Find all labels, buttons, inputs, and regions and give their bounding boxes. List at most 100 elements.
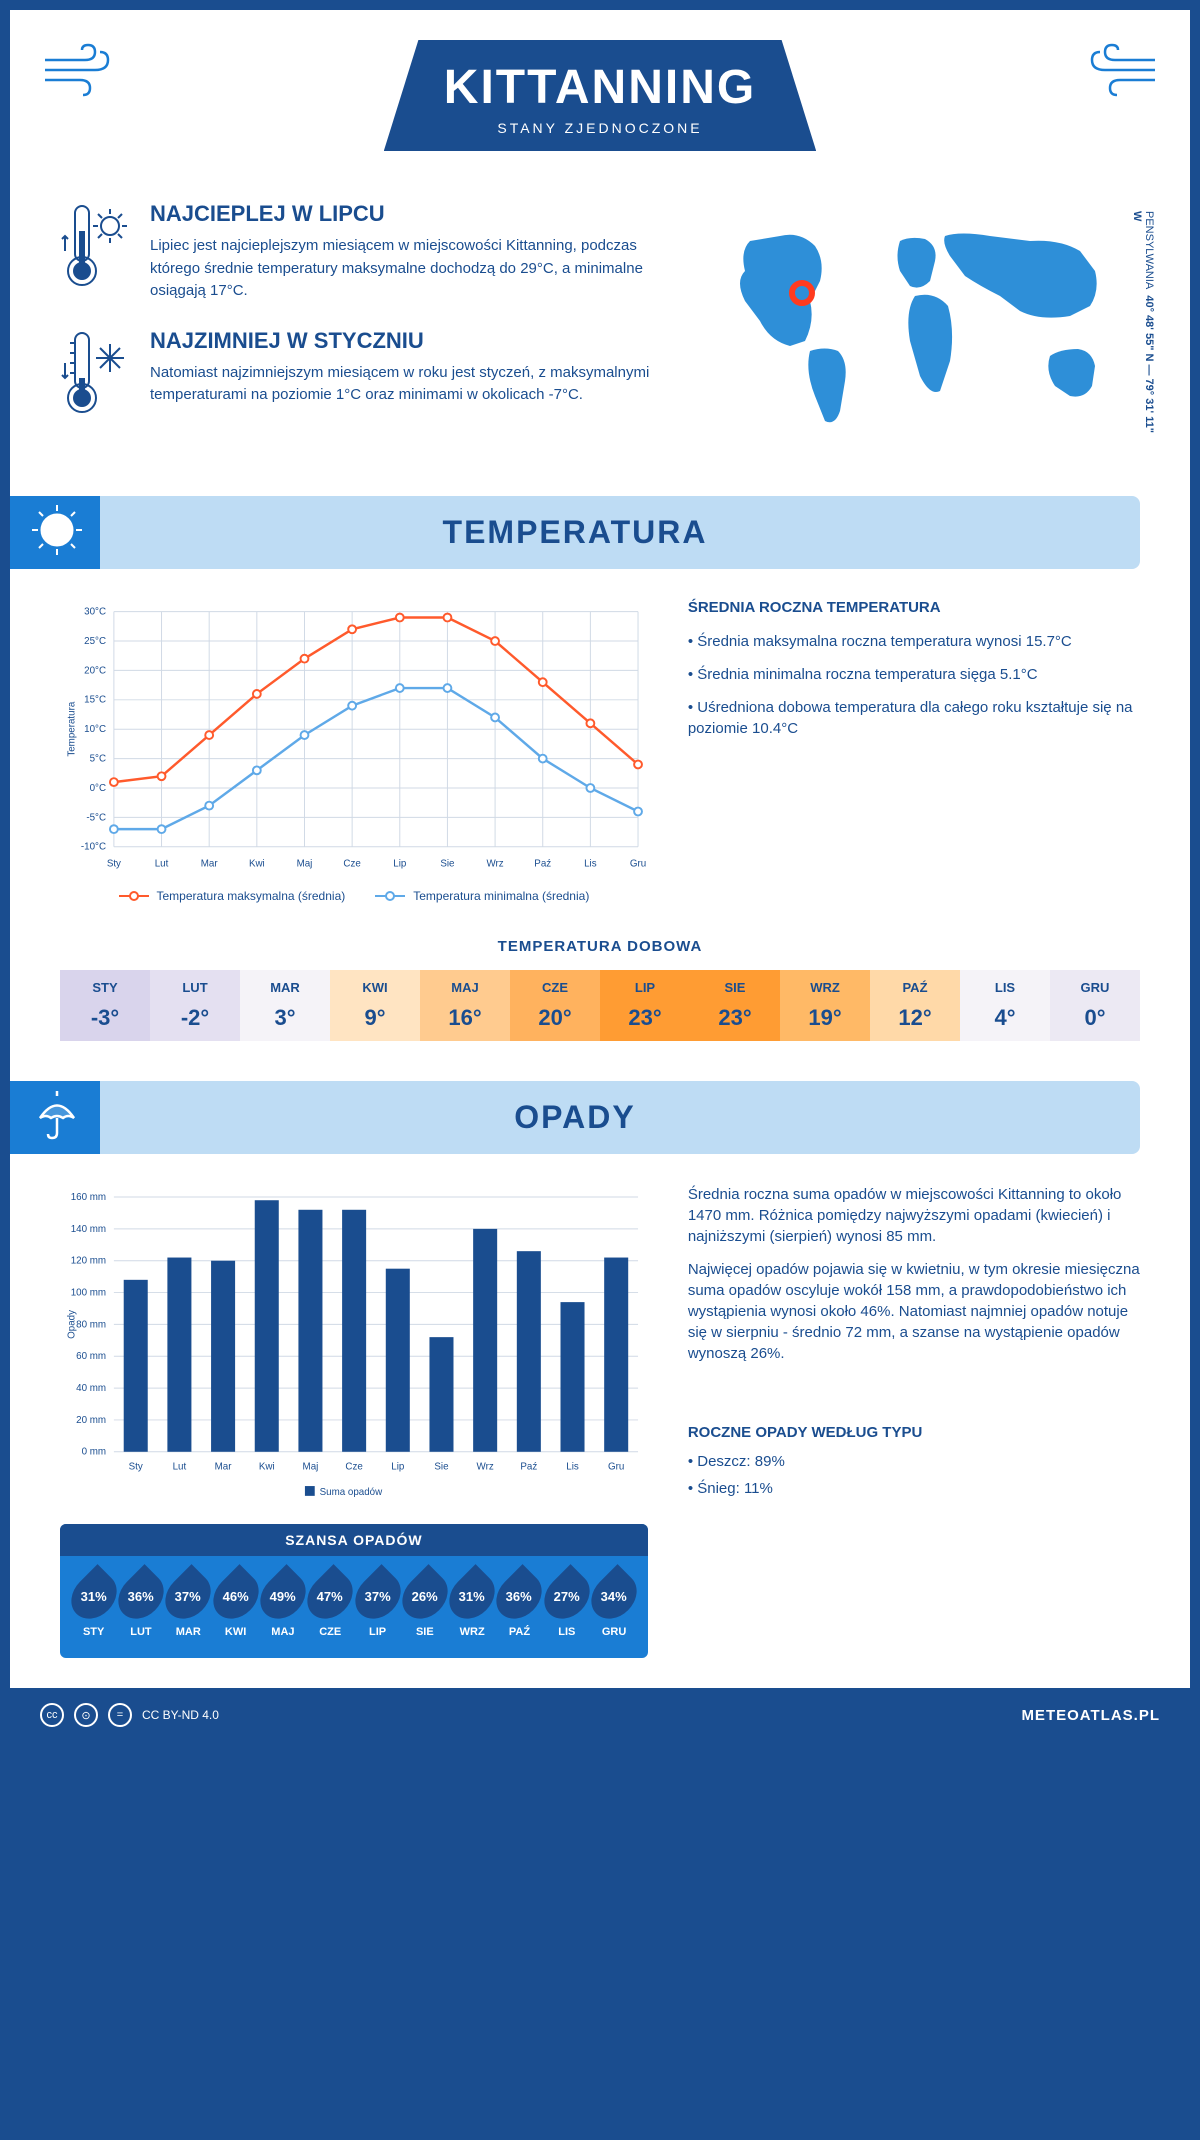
- svg-text:30°C: 30°C: [84, 607, 106, 618]
- country-subtitle: STANY ZJEDNOCZONE: [444, 120, 756, 136]
- thermometer-hot-icon: [60, 201, 130, 291]
- precip-type-item: • Śnieg: 11%: [688, 1478, 1140, 1499]
- chance-cell: 31%WRZ: [449, 1571, 496, 1638]
- svg-text:Paź: Paź: [520, 1461, 537, 1472]
- precip-title: OPADY: [10, 1099, 1140, 1136]
- daily-temp-cell: PAŹ12°: [870, 970, 960, 1041]
- footer: cc ⊙ = CC BY-ND 4.0 METEOATLAS.PL: [10, 1688, 1190, 1742]
- coldest-text: Natomiast najzimniejszym miesiącem w rok…: [150, 362, 680, 407]
- svg-text:15°C: 15°C: [84, 695, 106, 706]
- svg-text:Lip: Lip: [391, 1461, 405, 1472]
- daily-temp-cell: LIS4°: [960, 970, 1050, 1041]
- svg-text:Lis: Lis: [566, 1461, 579, 1472]
- precip-section-header: OPADY: [10, 1081, 1140, 1154]
- nd-icon: =: [108, 1703, 132, 1727]
- svg-text:Wrz: Wrz: [477, 1461, 494, 1472]
- daily-temp-table: STY-3°LUT-2°MAR3°KWI9°MAJ16°CZE20°LIP23°…: [60, 970, 1140, 1041]
- temp-info-title: ŚREDNIA ROCZNA TEMPERATURA: [688, 599, 1140, 616]
- svg-text:Opady: Opady: [67, 1310, 78, 1339]
- svg-text:-5°C: -5°C: [86, 812, 106, 823]
- svg-text:Paź: Paź: [534, 858, 551, 869]
- svg-text:40 mm: 40 mm: [76, 1383, 106, 1394]
- daily-temp-title: TEMPERATURA DOBOWA: [10, 938, 1190, 955]
- temperature-section-header: TEMPERATURA: [10, 496, 1140, 569]
- svg-text:Mar: Mar: [215, 1461, 233, 1472]
- svg-text:Gru: Gru: [630, 858, 646, 869]
- umbrella-icon: [30, 1088, 85, 1148]
- svg-text:Sty: Sty: [129, 1461, 143, 1472]
- legend-item: .legend-line[style*='#5fa9e8']::after{bo…: [375, 889, 589, 903]
- svg-text:0°C: 0°C: [90, 783, 106, 794]
- chance-title: SZANSA OPADÓW: [60, 1524, 648, 1556]
- svg-text:60 mm: 60 mm: [76, 1351, 106, 1362]
- temp-bullet: • Uśredniona dobowa temperatura dla całe…: [688, 697, 1140, 739]
- svg-text:5°C: 5°C: [90, 754, 106, 765]
- cc-icon: cc: [40, 1703, 64, 1727]
- chance-cell: 36%LUT: [117, 1571, 164, 1638]
- warmest-text: Lipiec jest najcieplejszym miesiącem w m…: [150, 235, 680, 303]
- infographic-container: KITTANNING STANY ZJEDNOCZONE NAJCIEPLEJ …: [10, 10, 1190, 1742]
- svg-text:120 mm: 120 mm: [71, 1256, 106, 1267]
- wind-icon-left: [40, 40, 120, 114]
- svg-text:Lut: Lut: [155, 858, 169, 869]
- svg-text:Sie: Sie: [440, 858, 454, 869]
- svg-text:25°C: 25°C: [84, 636, 106, 647]
- footer-license: cc ⊙ = CC BY-ND 4.0: [40, 1703, 219, 1727]
- daily-temp-cell: WRZ19°: [780, 970, 870, 1041]
- svg-text:Sie: Sie: [434, 1461, 448, 1472]
- by-icon: ⊙: [74, 1703, 98, 1727]
- svg-text:Sty: Sty: [107, 858, 121, 869]
- chance-cell: 27%LIS: [543, 1571, 590, 1638]
- daily-temp-cell: KWI9°: [330, 970, 420, 1041]
- svg-text:Lis: Lis: [584, 858, 597, 869]
- daily-temp-cell: STY-3°: [60, 970, 150, 1041]
- svg-text:Kwi: Kwi: [249, 858, 265, 869]
- wind-icon-right: [1080, 40, 1160, 114]
- precip-type-title: ROCZNE OPADY WEDŁUG TYPU: [688, 1424, 1140, 1441]
- svg-text:10°C: 10°C: [84, 724, 106, 735]
- chance-cell: 31%STY: [70, 1571, 117, 1638]
- daily-temp-cell: LIP23°: [600, 970, 690, 1041]
- precip-info: Średnia roczna suma opadów w miejscowośc…: [688, 1184, 1140, 1658]
- chance-cell: 46%KWI: [212, 1571, 259, 1638]
- footer-site: METEOATLAS.PL: [1021, 1707, 1160, 1724]
- daily-temp-cell: SIE23°: [690, 970, 780, 1041]
- temperature-legend: .legend-line[style*='#ff5a2c']::after{bo…: [60, 889, 648, 903]
- thermometer-cold-icon: [60, 328, 130, 418]
- svg-text:Suma opadów: Suma opadów: [320, 1487, 383, 1498]
- coordinates: PENSYLWANIA 40° 48' 55" N — 79° 31' 11" …: [1131, 211, 1155, 446]
- daily-temp-cell: LUT-2°: [150, 970, 240, 1041]
- daily-temp-cell: MAR3°: [240, 970, 330, 1041]
- city-title: KITTANNING: [444, 60, 756, 115]
- daily-temp-cell: MAJ16°: [420, 970, 510, 1041]
- coldest-block: NAJZIMNIEJ W STYCZNIU Natomiast najzimni…: [60, 328, 680, 418]
- chance-cell: 49%MAJ: [259, 1571, 306, 1638]
- svg-text:80 mm: 80 mm: [76, 1319, 106, 1330]
- temperature-info: ŚREDNIA ROCZNA TEMPERATURA • Średnia mak…: [688, 599, 1140, 903]
- legend-item: .legend-line[style*='#ff5a2c']::after{bo…: [119, 889, 346, 903]
- svg-text:160 mm: 160 mm: [71, 1192, 106, 1203]
- chance-cell: 47%CZE: [307, 1571, 354, 1638]
- svg-text:Temperatura: Temperatura: [67, 701, 78, 756]
- precip-type-item: • Deszcz: 89%: [688, 1451, 1140, 1472]
- header-ribbon: KITTANNING STANY ZJEDNOCZONE: [384, 40, 816, 151]
- precip-p1: Średnia roczna suma opadów w miejscowośc…: [688, 1184, 1140, 1247]
- svg-text:Wrz: Wrz: [486, 858, 503, 869]
- chance-cell: 34%GRU: [590, 1571, 637, 1638]
- svg-text:-10°C: -10°C: [81, 842, 106, 853]
- svg-text:Kwi: Kwi: [259, 1461, 275, 1472]
- sun-icon: [30, 503, 85, 563]
- svg-text:Lip: Lip: [393, 858, 407, 869]
- svg-text:Cze: Cze: [345, 1461, 362, 1472]
- precip-chart: 0 mm20 mm40 mm60 mm80 mm100 mm120 mm140 …: [60, 1184, 648, 1658]
- intro-section: NAJCIEPLEJ W LIPCU Lipiec jest najcieple…: [10, 171, 1190, 476]
- chance-cell: 37%LIP: [354, 1571, 401, 1638]
- svg-text:Maj: Maj: [297, 858, 313, 869]
- svg-text:0 mm: 0 mm: [82, 1447, 106, 1458]
- temp-bullet: • Średnia maksymalna roczna temperatura …: [688, 631, 1140, 652]
- header: KITTANNING STANY ZJEDNOCZONE: [10, 10, 1190, 171]
- svg-text:Gru: Gru: [608, 1461, 624, 1472]
- svg-text:Lut: Lut: [173, 1461, 187, 1472]
- svg-text:Mar: Mar: [201, 858, 219, 869]
- chance-cell: 36%PAŹ: [496, 1571, 543, 1638]
